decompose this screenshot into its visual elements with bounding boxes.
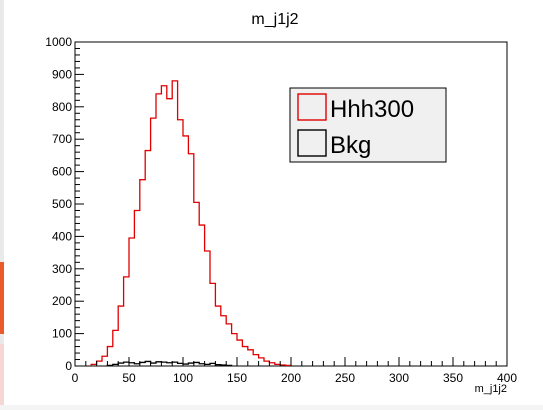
histogram-bin-hhh300 — [145, 151, 150, 366]
histogram-bin-hhh300 — [194, 202, 199, 366]
histogram-bin-hhh300 — [172, 81, 177, 366]
series-group — [90, 80, 292, 366]
histogram-bin-bkg — [124, 362, 129, 366]
legend-label-bkg: Bkg — [330, 132, 371, 159]
x-tick-label: 300 — [389, 371, 409, 385]
histogram-bin-bkg — [221, 365, 226, 366]
y-tick-label: 800 — [52, 100, 72, 114]
x-tick-label: 350 — [443, 371, 463, 385]
series-line-hhh300 — [90, 80, 292, 366]
histogram-bin-bkg — [151, 363, 156, 366]
histogram-bin-hhh300 — [134, 210, 139, 366]
x-tick-label: 100 — [173, 371, 193, 385]
histogram-bin-hhh300 — [183, 136, 188, 366]
histogram-bin-bkg — [199, 364, 204, 366]
histogram-bin-hhh300 — [215, 306, 220, 366]
histogram-bin-bkg — [194, 362, 199, 366]
legend-box — [289, 87, 447, 163]
histogram-bin-hhh300 — [248, 350, 253, 366]
x-tick-label: 0 — [72, 371, 79, 385]
histogram-bin-bkg — [129, 363, 134, 366]
histogram-bin-hhh300 — [129, 238, 134, 366]
histogram-bin-hhh300 — [107, 347, 112, 366]
histogram-chart: m_j1j2 0 50 100 150 200 250 300 350 400 0 100 200 30… — [45, 11, 517, 395]
histogram-bin-hhh300 — [102, 356, 107, 366]
histogram-bin-hhh300 — [140, 180, 145, 366]
histogram-bin-bkg — [161, 362, 166, 366]
histogram-bin-bkg — [167, 363, 172, 366]
histogram-bin-hhh300 — [151, 118, 156, 366]
histogram-bin-bkg — [134, 364, 139, 366]
histogram-bin-bkg — [205, 364, 210, 366]
histogram-bin-bkg — [140, 362, 145, 366]
histogram-bin-bkg — [188, 363, 193, 366]
y-tick-label: 600 — [52, 165, 72, 179]
histogram-bin-hhh300 — [124, 277, 129, 366]
axes: 0 50 100 150 200 250 300 350 400 0 100 200 300 400 500… — [45, 35, 517, 385]
y-tick-label: 500 — [52, 197, 72, 211]
series-line-bkg — [106, 360, 233, 366]
x-axis-label: m_j1j2 — [475, 383, 507, 395]
y-tick-label: 300 — [52, 262, 72, 276]
histogram-bin-hhh300 — [199, 225, 204, 366]
histogram-bin-bkg — [118, 363, 123, 366]
histogram-bin-hhh300 — [97, 361, 102, 366]
histogram-bin-hhh300 — [205, 251, 210, 366]
histogram-bin-hhh300 — [118, 306, 123, 366]
x-tick-label: 250 — [335, 371, 355, 385]
histogram-bin-hhh300 — [178, 120, 183, 366]
y-tick-label: 900 — [52, 67, 72, 81]
histogram-bin-hhh300 — [221, 316, 226, 366]
histogram-bin-hhh300 — [275, 364, 280, 366]
histogram-bin-bkg — [145, 361, 150, 366]
legend: Hhh300 Bkg — [289, 87, 447, 163]
histogram-bin-hhh300 — [242, 347, 247, 366]
histogram-bin-hhh300 — [269, 363, 274, 366]
histogram-bin-hhh300 — [113, 330, 118, 366]
histogram-bin-hhh300 — [280, 365, 285, 366]
histogram-bin-hhh300 — [210, 283, 215, 366]
histogram-bin-bkg — [107, 365, 112, 366]
histogram-bin-hhh300 — [156, 94, 161, 366]
histogram-bin-hhh300 — [237, 340, 242, 366]
histogram-bin-hhh300 — [167, 99, 172, 366]
histogram-bin-bkg — [215, 365, 220, 366]
histogram-bin-hhh300 — [226, 324, 231, 366]
histogram-bin-bkg — [113, 364, 118, 366]
y-tick-label: 700 — [52, 132, 72, 146]
histogram-bin-hhh300 — [188, 154, 193, 366]
y-tick-label: 1000 — [45, 35, 72, 49]
legend-swatch-bkg — [297, 129, 327, 157]
histogram-bin-hhh300 — [264, 361, 269, 366]
y-tick-label: 200 — [52, 294, 72, 308]
plot-canvas: m_j1j2 0 50 100 150 200 250 300 350 400 0 100 200 30… — [4, 0, 543, 405]
histogram-bin-bkg — [226, 365, 231, 366]
histogram-bin-hhh300 — [253, 355, 258, 366]
x-tick-label: 150 — [227, 371, 247, 385]
chart-title: m_j1j2 — [251, 11, 298, 28]
x-tick-label: 200 — [281, 371, 301, 385]
histogram-bin-bkg — [156, 362, 161, 366]
legend-label-hhh300: Hhh300 — [330, 96, 414, 123]
histogram-bin-hhh300 — [232, 334, 237, 366]
histogram-bin-bkg — [178, 363, 183, 366]
legend-swatch-hhh300 — [297, 93, 327, 121]
histogram-bin-hhh300 — [259, 358, 264, 366]
x-tick-label: 50 — [122, 371, 136, 385]
histogram-bin-bkg — [210, 363, 215, 366]
histogram-bin-hhh300 — [286, 365, 291, 366]
y-tick-label: 0 — [65, 359, 72, 373]
x-tick-label: 400 — [497, 371, 517, 385]
histogram-bin-bkg — [172, 362, 177, 366]
y-tick-label: 400 — [52, 229, 72, 243]
histogram-bin-hhh300 — [161, 86, 166, 366]
histogram-bin-hhh300 — [91, 364, 96, 366]
y-tick-label: 100 — [52, 327, 72, 341]
histogram-bin-bkg — [183, 364, 188, 366]
